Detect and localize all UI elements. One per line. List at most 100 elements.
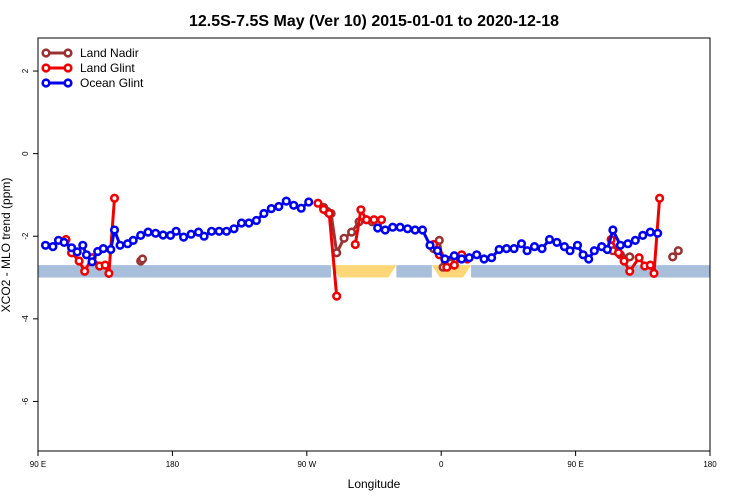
ocean-glint-point: [72, 247, 82, 257]
land-glint-point: [613, 248, 624, 258]
ocean-glint-point: [380, 225, 390, 235]
x-axis-label: Longitude: [348, 477, 401, 491]
ocean-glint-point: [623, 239, 633, 249]
ocean-glint-point: [630, 235, 640, 245]
ocean-glint-point: [115, 240, 125, 250]
ocean-glint-point: [537, 244, 547, 254]
ocean-glint-point: [66, 243, 77, 253]
x-tick-label: 90 W: [297, 460, 316, 469]
land-glint-point: [634, 253, 644, 263]
land-glint-point: [74, 256, 84, 266]
ocean-glint-point: [449, 251, 459, 261]
land-glint-point: [619, 256, 629, 266]
ocean-glint-point: [244, 218, 254, 228]
ocean-glint-point: [522, 246, 532, 256]
ocean-glint-point: [572, 240, 583, 250]
legend-marker: [63, 78, 73, 88]
ocean-glint-point: [410, 225, 420, 235]
ocean-glint-point: [494, 244, 504, 255]
legend-label: Land Nadir: [80, 46, 139, 60]
ocean-glint-point: [296, 203, 306, 213]
land-nadir-point: [339, 233, 349, 243]
land-nadir-point: [347, 227, 357, 237]
land-nadir-series: [136, 202, 683, 272]
ocean-glint-point: [578, 250, 588, 260]
x-axis: 90 E 180 90 W 0 90 E 180: [30, 451, 717, 469]
ocean-glint-point: [87, 257, 97, 267]
land-glint-point: [649, 268, 659, 279]
land-glint-point: [324, 208, 334, 219]
ocean-glint-point: [516, 239, 527, 249]
land-glint-point: [361, 215, 372, 225]
ocean-glint-point: [472, 250, 482, 260]
land-glint-point: [80, 266, 90, 276]
y-tick-label: -2: [21, 232, 30, 240]
legend-marker: [41, 78, 51, 88]
ocean-glint-point: [417, 225, 428, 235]
ocean-glint-point: [373, 223, 383, 233]
land-glint-point: [104, 268, 114, 279]
ocean-glint-point: [281, 196, 291, 206]
ocean-glint-point: [544, 234, 555, 245]
ocean-glint-point: [289, 200, 299, 210]
ocean-glint-point: [143, 227, 153, 237]
land-glint-point: [376, 215, 387, 225]
ocean-glint-point: [487, 253, 497, 263]
land-nadir-point: [673, 246, 683, 256]
legend-label: Ocean Glint: [80, 76, 144, 90]
ocean-glint-point: [559, 242, 570, 252]
ocean-glint-point: [229, 224, 239, 234]
land-glint-point: [109, 193, 120, 203]
x-tick-label: 90 E: [567, 460, 583, 469]
ocean-glint-point: [40, 240, 51, 250]
x-tick-label: 0: [439, 460, 444, 469]
ocean-glint-point: [266, 204, 276, 214]
land-band-segment: [331, 265, 397, 278]
ocean-glint-point: [259, 208, 269, 219]
y-tick-label: -4: [21, 315, 30, 323]
ocean-glint-point: [98, 244, 108, 254]
land-glint-point: [313, 198, 323, 208]
ocean-glint-point: [501, 244, 512, 254]
land-glint-point: [332, 291, 342, 301]
x-tick-label: 180: [166, 460, 180, 469]
ocean-glint-point: [589, 246, 599, 256]
ocean-glint-point: [199, 231, 209, 241]
ocean-glint-point: [81, 250, 92, 260]
legend-marker: [41, 48, 51, 58]
legend-label: Land Glint: [80, 61, 135, 75]
land-nadir-point: [137, 254, 148, 264]
ocean-glint-point: [165, 230, 176, 240]
ocean-glint-point: [207, 226, 217, 236]
ocean-glint-point: [193, 227, 204, 237]
land-glint-point: [369, 215, 379, 225]
x-tick-label: 90 E: [30, 460, 46, 469]
land-glint-point: [319, 204, 329, 214]
ocean-glint-point: [638, 230, 648, 240]
land-nadir-point: [434, 235, 444, 245]
ocean-glint-series: [40, 196, 663, 267]
data-series: [40, 193, 683, 301]
ocean-glint-point: [221, 226, 232, 236]
y-axis-label: XCO2 - MLO trend (ppm): [0, 178, 13, 313]
ocean-glint-point: [128, 235, 138, 245]
ocean-glint-point: [171, 226, 181, 236]
legend-marker: [41, 63, 51, 73]
ocean-glint-point: [304, 197, 314, 207]
ocean-glint-point: [425, 240, 435, 250]
land-glint-point: [654, 193, 665, 203]
ocean-glint-point: [274, 201, 284, 212]
ocean-glint-point: [615, 240, 626, 250]
ocean-glint-point: [529, 242, 540, 252]
ocean-glint-point: [59, 237, 69, 247]
legend-marker: [63, 48, 73, 58]
ocean-glint-point: [645, 227, 655, 237]
y-tick-label: 0: [21, 151, 30, 156]
ocean-glint-point: [479, 254, 489, 264]
ocean-glint-point: [388, 222, 398, 232]
ocean-glint-point: [109, 225, 120, 235]
plot-area-frame: [37, 37, 711, 452]
ocean-glint-point: [151, 228, 161, 238]
